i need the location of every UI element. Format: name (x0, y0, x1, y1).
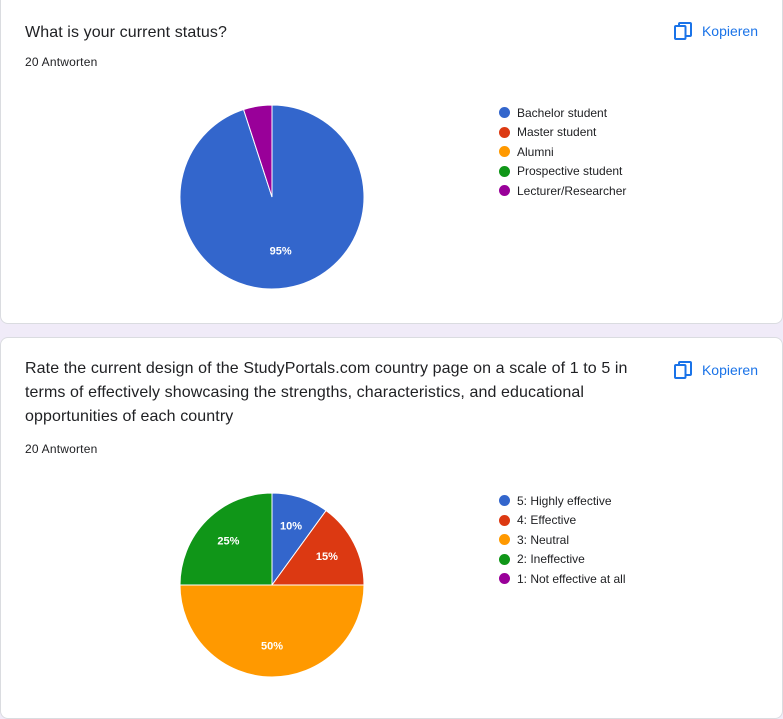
pie-slice (179, 584, 365, 678)
legend-label: 4: Effective (517, 513, 577, 528)
pie-chart-rating: 10% 15% 50% 25% (179, 492, 365, 678)
legend-label: Prospective student (517, 164, 623, 179)
slice-percent-label: 10% (280, 520, 302, 532)
legend-swatch (499, 146, 510, 158)
legend-swatch (499, 514, 510, 526)
pie-chart-status: 95% (179, 104, 365, 290)
legend-swatch (499, 553, 510, 565)
legend-item: Bachelor student (499, 103, 626, 123)
legend-label: 1: Not effective at all (517, 571, 626, 586)
question-card-status: What is your current status? 20 Antworte… (0, 0, 783, 324)
copy-button[interactable]: Kopieren (666, 356, 766, 384)
chart-legend: Bachelor student Master student Alumni Pros… (499, 103, 626, 201)
legend-item: Master student (499, 123, 626, 143)
legend-label: 2: Ineffective (517, 552, 585, 567)
legend-label: Master student (517, 125, 597, 140)
legend-swatch (499, 534, 510, 546)
legend-label: Lecturer/Researcher (517, 183, 627, 198)
copy-button[interactable]: Kopieren (666, 17, 766, 45)
legend-swatch (499, 107, 510, 119)
legend-item: 1: Not effective at all (499, 569, 626, 589)
legend-item: Prospective student (499, 162, 626, 182)
copy-icon (673, 22, 692, 40)
slice-percent-label: 25% (217, 535, 239, 547)
legend-item: 4: Effective (499, 511, 626, 531)
legend-swatch (499, 126, 510, 138)
question-card-rating: Rate the current design of the StudyPort… (0, 337, 783, 719)
response-count: 20 Antworten (25, 55, 98, 69)
legend-swatch (499, 185, 510, 197)
copy-label: Kopieren (701, 23, 758, 39)
legend-label: Alumni (517, 144, 554, 159)
legend-swatch (499, 495, 510, 507)
legend-item: 2: Ineffective (499, 550, 626, 570)
legend-label: 3: Neutral (517, 532, 570, 547)
pie-slice (271, 509, 365, 586)
pie-slice (179, 492, 273, 586)
legend-swatch (499, 165, 510, 177)
slice-percent-label: 15% (316, 551, 338, 563)
question-title: What is your current status? (25, 24, 227, 41)
slice-percent-label: 50% (261, 641, 283, 653)
copy-icon (673, 361, 692, 379)
legend-label: Bachelor student (517, 105, 608, 120)
legend-item: 5: Highly effective (499, 491, 626, 511)
chart-legend: 5: Highly effective 4: Effective 3: Neutra… (499, 491, 626, 589)
legend-swatch (499, 573, 510, 585)
slice-percent-label: 95% (270, 246, 292, 258)
legend-label: 5: Highly effective (517, 493, 612, 508)
legend-item: 3: Neutral (499, 530, 626, 550)
copy-label: Kopieren (701, 362, 758, 378)
pie-slice (242, 104, 273, 198)
legend-item: Alumni (499, 142, 626, 162)
response-count: 20 Antworten (25, 442, 98, 456)
legend-item: Lecturer/Researcher (499, 181, 626, 201)
question-title: Rate the current design of the StudyPort… (25, 360, 628, 425)
